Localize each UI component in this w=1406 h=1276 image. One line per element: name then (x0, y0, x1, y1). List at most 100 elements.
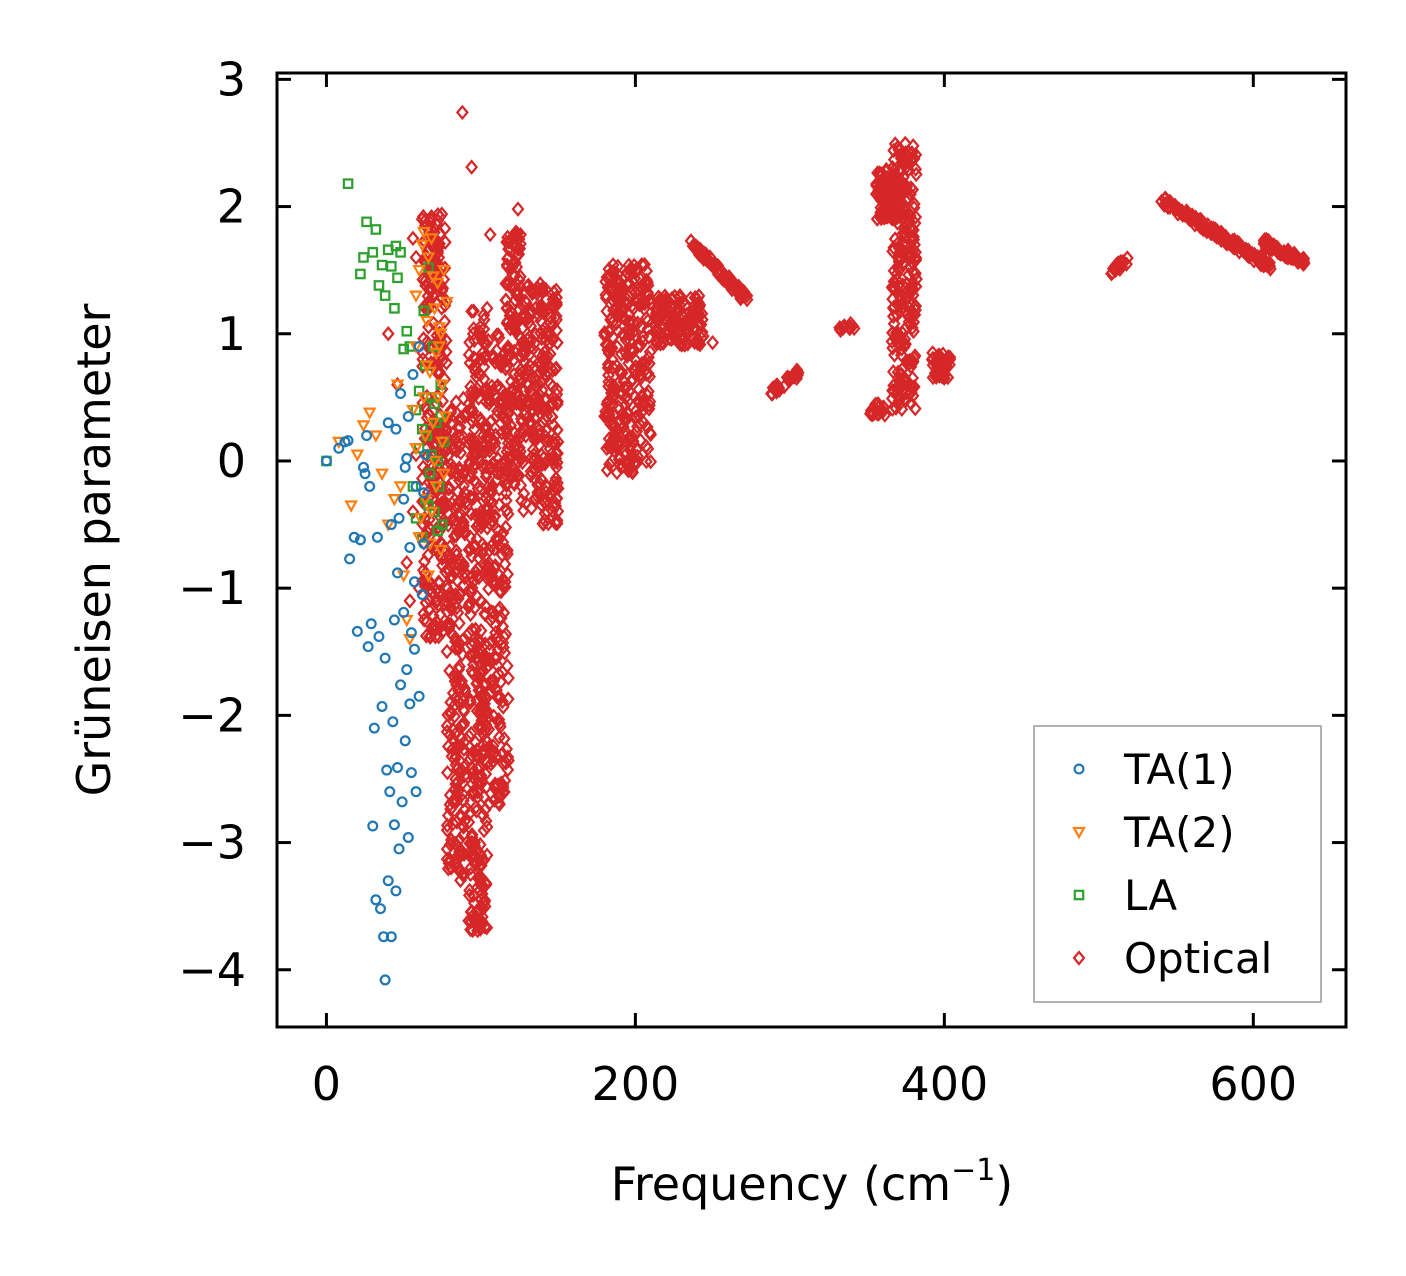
optical-point (500, 358, 514, 374)
optical-point (620, 348, 634, 365)
optical-point (657, 311, 671, 328)
optical-point (536, 516, 550, 532)
optical-point (909, 166, 923, 183)
ta-2-point (416, 226, 431, 240)
ta-2-point (432, 341, 447, 354)
ta-2-point (368, 430, 383, 443)
optical-point (502, 233, 516, 250)
optical-point (602, 367, 615, 383)
legend-label-la: LA (1124, 871, 1177, 920)
optical-point (941, 353, 954, 370)
optical-point (474, 504, 488, 521)
optical-point (447, 528, 461, 544)
optical-point (519, 308, 532, 324)
optical-point (1158, 191, 1172, 207)
ta-2-point (438, 411, 453, 424)
optical-point (639, 453, 653, 470)
optical-point (508, 467, 522, 483)
optical-point (710, 257, 724, 273)
optical-point (550, 289, 563, 306)
optical-point (419, 399, 433, 416)
ta-1-point (408, 643, 420, 655)
optical-point (641, 441, 655, 457)
optical-point (878, 206, 892, 223)
optical-point (418, 217, 432, 234)
optical-point (893, 261, 906, 278)
optical-point (486, 347, 500, 364)
optical-point (416, 358, 429, 375)
optical-point (465, 646, 479, 663)
ta-2-point (390, 379, 405, 392)
optical-point (634, 337, 647, 354)
ta-2-point (427, 303, 442, 316)
optical-point (877, 399, 891, 416)
optical-point (433, 276, 447, 292)
optical-point (470, 748, 484, 765)
optical-point (440, 764, 454, 781)
optical-point (642, 355, 656, 372)
optical-point (449, 757, 463, 773)
optical-point (441, 560, 455, 577)
optical-point (480, 300, 494, 317)
legend-label-optical: Optical (1124, 934, 1272, 983)
optical-point (629, 284, 643, 300)
x-tick-label: 0 (312, 1057, 341, 1111)
ta-1-point (408, 576, 420, 588)
ta-1-point (367, 820, 379, 832)
optical-point (602, 374, 616, 390)
optical-point (472, 718, 485, 735)
optical-point (512, 467, 526, 484)
optical-point (464, 606, 478, 623)
y-tick-label: −3 (178, 816, 246, 870)
optical-point (672, 316, 686, 332)
optical-point (846, 318, 860, 334)
optical-point (464, 541, 478, 557)
x-axis-label: Frequency (cm−1) (611, 1153, 1014, 1211)
ta-2-point (421, 252, 436, 265)
ta-2-point (435, 379, 450, 392)
optical-point (652, 289, 665, 305)
optical-point (467, 303, 481, 319)
ta-1-point (370, 894, 382, 906)
optical-point (423, 629, 437, 645)
optical-point (483, 483, 496, 499)
optical-point (419, 277, 433, 294)
optical-point (451, 605, 465, 621)
optical-point (644, 426, 658, 443)
legend-marker-optical (1072, 950, 1086, 966)
optical-point (464, 921, 477, 938)
ta-2-point (435, 436, 450, 450)
optical-point (470, 381, 484, 397)
optical-point (488, 440, 502, 456)
ta-1-point (382, 417, 394, 429)
optical-point (598, 324, 612, 341)
optical-point (624, 429, 638, 446)
axis-ticks (277, 73, 1346, 1027)
optical-point (610, 289, 624, 306)
optical-point (500, 475, 514, 492)
optical-point (497, 605, 511, 621)
optical-point (430, 620, 444, 636)
optical-point (417, 605, 431, 622)
optical-point (631, 261, 645, 278)
ta-1-point (410, 786, 422, 798)
optical-point (716, 268, 730, 284)
optical-point (886, 198, 900, 214)
optical-point (524, 424, 538, 441)
ta-2-point (433, 544, 448, 558)
optical-point (610, 435, 624, 452)
optical-point (788, 366, 802, 383)
optical-point (488, 435, 502, 451)
ta-2-point (419, 315, 434, 329)
optical-point (891, 277, 905, 294)
optical-point (516, 297, 529, 314)
optical-point (465, 159, 479, 175)
optical-point (695, 324, 709, 340)
optical-point (465, 548, 479, 564)
optical-point (929, 369, 943, 385)
optical-point (420, 334, 434, 350)
ta-1-point (391, 567, 403, 579)
optical-point (481, 658, 494, 675)
ta-1-point (413, 690, 425, 702)
optical-point (530, 456, 544, 472)
